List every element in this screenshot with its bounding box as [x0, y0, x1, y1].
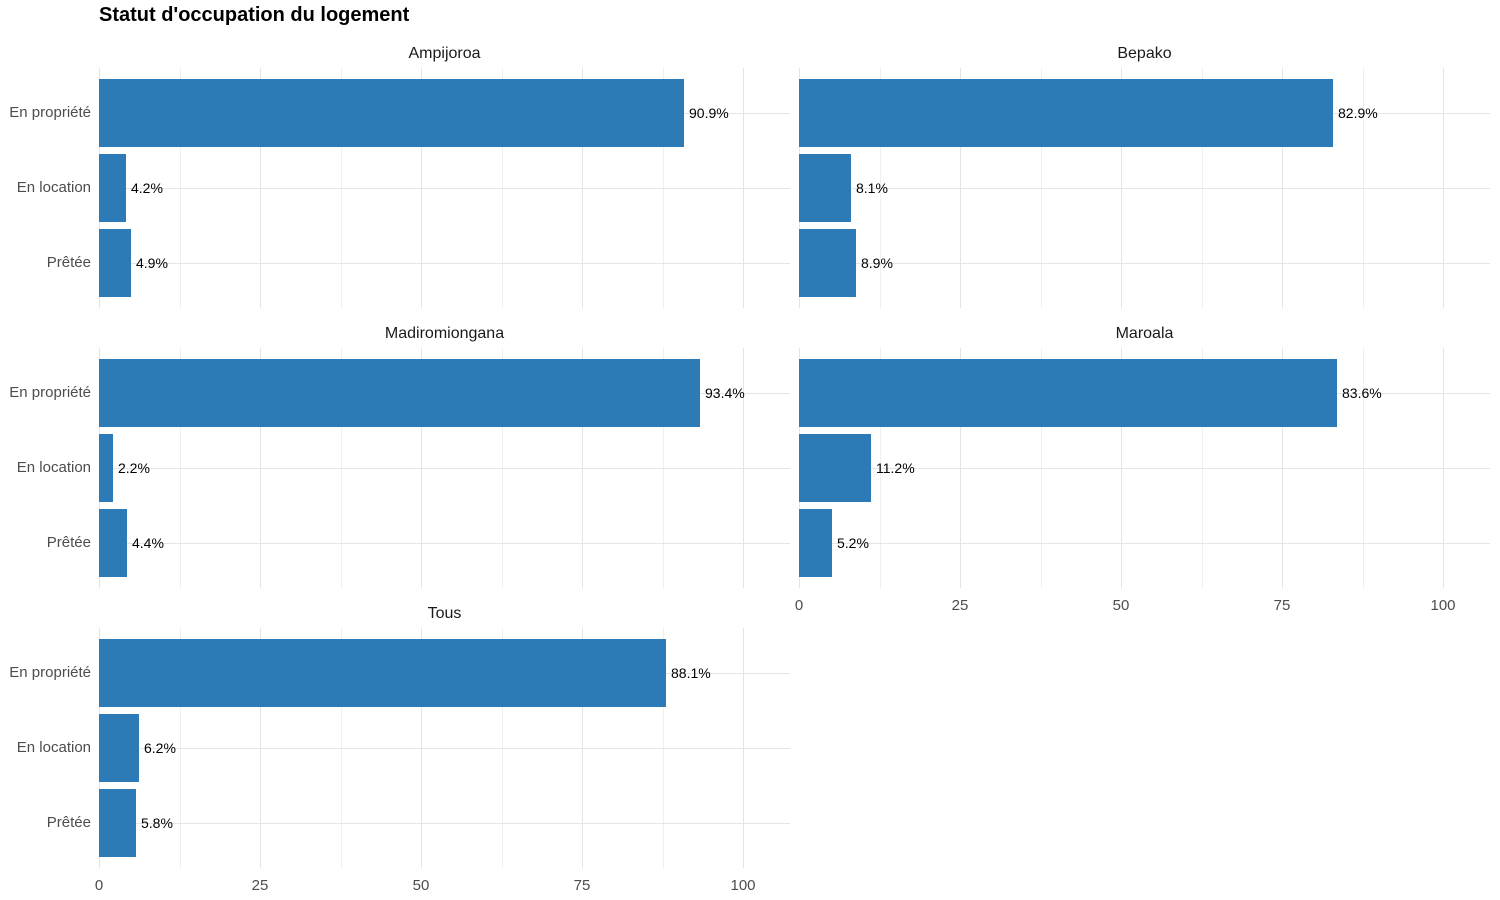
bar: [99, 714, 139, 782]
x-axis-tick-label: 50: [412, 877, 430, 894]
value-label: 4.9%: [136, 255, 168, 271]
gridline-category: [799, 543, 1490, 544]
facet-panel: [99, 68, 790, 308]
x-axis-tick-label: 75: [1273, 597, 1291, 614]
value-label: 88.1%: [671, 665, 711, 681]
x-axis-tick-label: 75: [573, 877, 591, 894]
value-label: 2.2%: [118, 460, 150, 476]
facet-panel: [799, 68, 1490, 308]
facet-title: Maroala: [1115, 325, 1174, 342]
bar: [799, 359, 1337, 427]
category-label: Prêtée: [46, 254, 91, 271]
bar: [99, 359, 700, 427]
gridline-category: [799, 188, 1490, 189]
bar: [99, 509, 127, 577]
value-label: 83.6%: [1342, 385, 1382, 401]
value-label: 8.1%: [856, 180, 888, 196]
value-label: 6.2%: [144, 740, 176, 756]
category-label: En propriété: [9, 104, 91, 121]
facet-panel: [99, 628, 790, 868]
gridline-category: [99, 823, 790, 824]
value-label: 5.8%: [141, 815, 173, 831]
value-label: 8.9%: [861, 255, 893, 271]
x-axis-tick-label: 100: [730, 877, 756, 894]
x-axis-tick-label: 100: [1430, 597, 1456, 614]
bar: [99, 229, 131, 297]
bar: [799, 229, 856, 297]
x-axis-tick-label: 50: [1112, 597, 1130, 614]
category-label: En location: [16, 739, 91, 756]
facet-title: Tous: [427, 605, 462, 622]
value-label: 93.4%: [705, 385, 745, 401]
gridline-category: [799, 263, 1490, 264]
category-label: En location: [16, 179, 91, 196]
gridline-category: [99, 188, 790, 189]
bar: [99, 434, 113, 502]
bar: [99, 79, 684, 147]
bar: [99, 789, 136, 857]
gridline-category: [99, 543, 790, 544]
gridline-category: [99, 263, 790, 264]
value-label: 4.4%: [132, 535, 164, 551]
chart-title: Statut d'occupation du logement: [99, 4, 410, 26]
category-label: Prêtée: [46, 814, 91, 831]
facet-title: Ampijoroa: [408, 45, 481, 62]
bar: [99, 154, 126, 222]
category-label: En location: [16, 459, 91, 476]
value-label: 4.2%: [131, 180, 163, 196]
x-axis-tick-label: 0: [794, 597, 804, 614]
value-label: 82.9%: [1338, 105, 1378, 121]
bar: [799, 509, 832, 577]
facet-title: Madiromiongana: [384, 325, 505, 342]
x-axis-tick-label: 25: [951, 597, 969, 614]
bar: [799, 434, 871, 502]
value-label: 5.2%: [837, 535, 869, 551]
bar: [799, 79, 1333, 147]
category-label: En propriété: [9, 664, 91, 681]
category-label: En propriété: [9, 384, 91, 401]
x-axis-tick-label: 25: [251, 877, 269, 894]
bar: [99, 639, 666, 707]
facet-panel: [99, 348, 790, 588]
facet-panel: [799, 348, 1490, 588]
value-label: 11.2%: [876, 460, 915, 476]
bar: [799, 154, 851, 222]
facet-title: Bepako: [1117, 45, 1172, 62]
x-axis-tick-label: 0: [94, 877, 104, 894]
gridline-category: [799, 468, 1490, 469]
category-label: Prêtée: [46, 534, 91, 551]
gridline-category: [99, 748, 790, 749]
gridline-category: [99, 468, 790, 469]
value-label: 90.9%: [689, 105, 729, 121]
